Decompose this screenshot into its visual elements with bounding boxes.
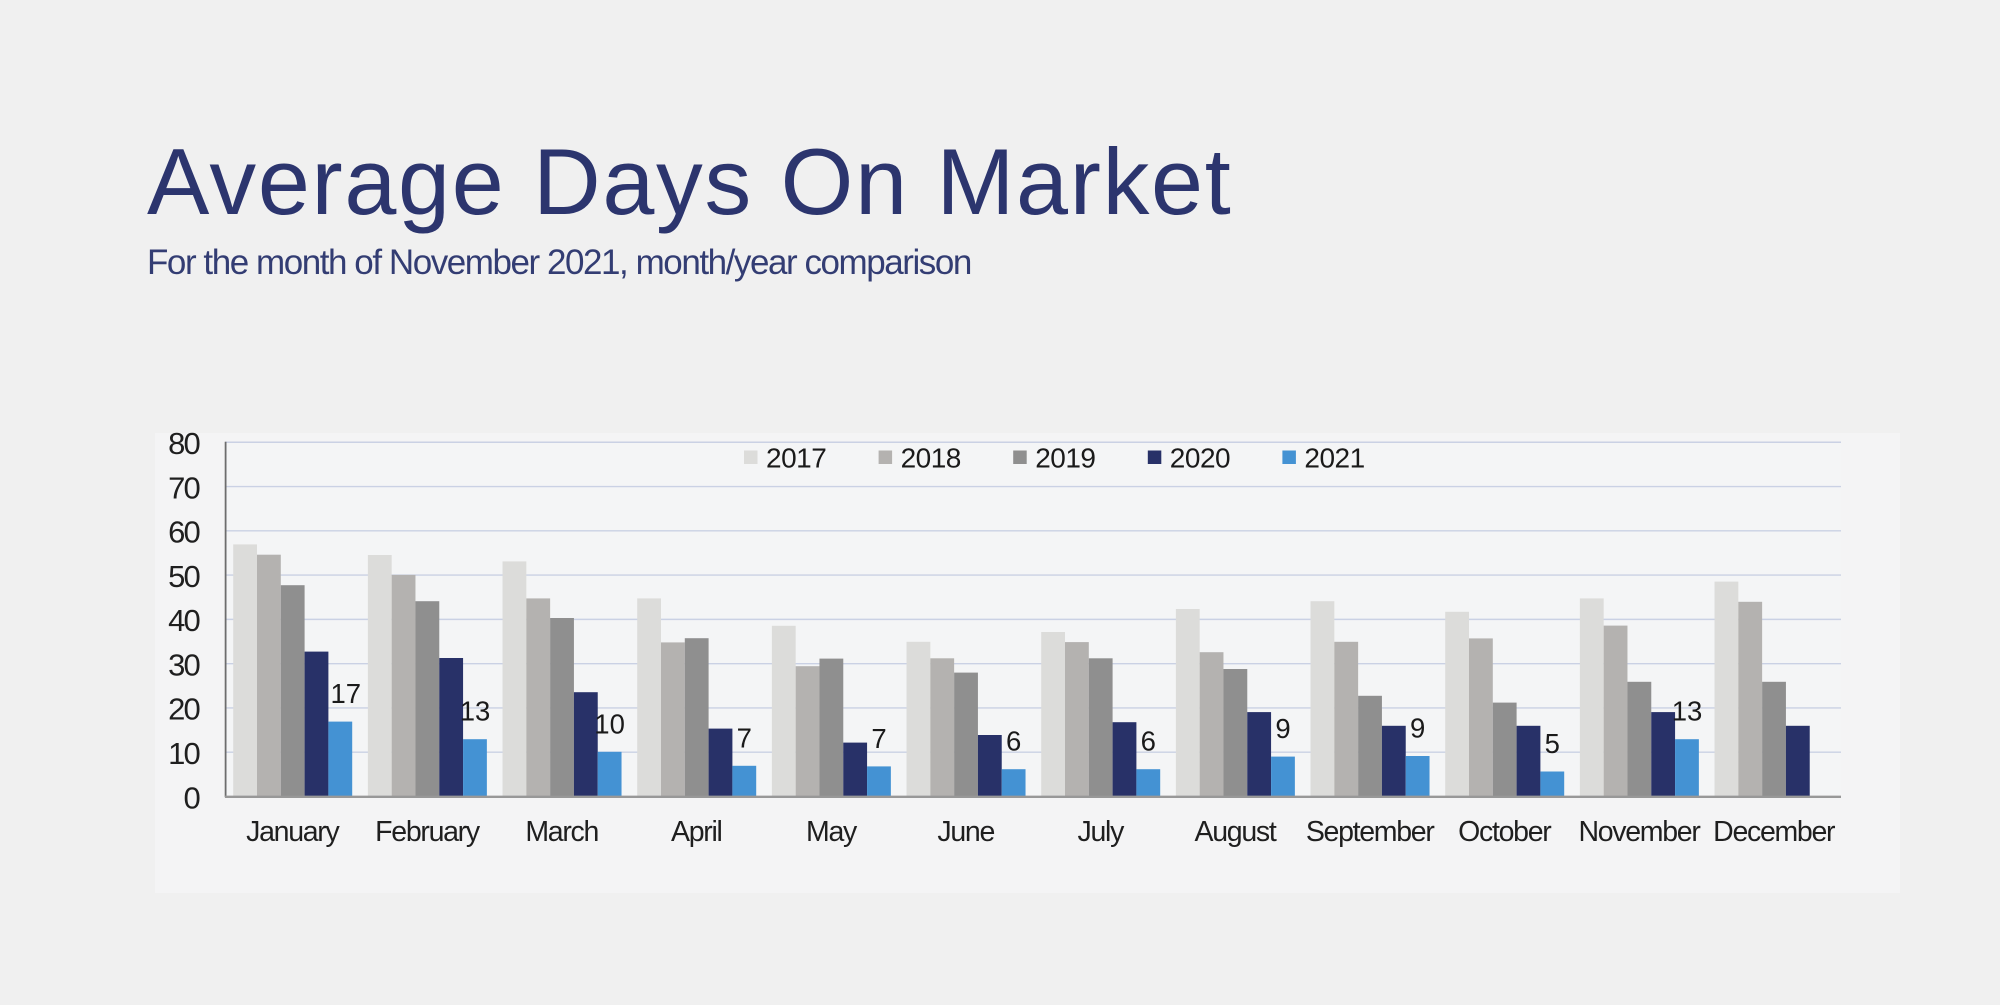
svg-text:2020: 2020 [1170, 443, 1230, 474]
svg-text:10: 10 [168, 736, 200, 771]
svg-text:9: 9 [1410, 713, 1425, 744]
svg-text:60: 60 [168, 515, 200, 550]
svg-text:13: 13 [1672, 696, 1703, 727]
svg-text:2017: 2017 [766, 443, 826, 474]
svg-text:40: 40 [168, 603, 200, 638]
svg-text:March: March [525, 816, 598, 848]
svg-text:January: January [246, 816, 340, 848]
svg-text:September: September [1306, 816, 1436, 848]
svg-text:50: 50 [168, 559, 200, 594]
svg-text:9: 9 [1275, 713, 1290, 744]
svg-text:7: 7 [737, 722, 752, 753]
svg-text:August: August [1195, 816, 1277, 848]
svg-text:February: February [375, 816, 481, 848]
svg-text:Average Days On Market: Average Days On Market [147, 129, 1232, 234]
svg-text:2021: 2021 [1304, 443, 1364, 474]
svg-text:30: 30 [168, 648, 200, 683]
svg-text:June: June [937, 816, 994, 848]
svg-text:10: 10 [594, 708, 625, 739]
svg-text:2018: 2018 [901, 443, 961, 474]
svg-text:20: 20 [168, 692, 200, 727]
svg-text:December: December [1713, 816, 1836, 848]
svg-text:0: 0 [184, 780, 201, 815]
svg-text:7: 7 [871, 723, 886, 754]
svg-text:13: 13 [460, 696, 491, 727]
svg-text:80: 80 [168, 426, 200, 461]
svg-text:5: 5 [1545, 728, 1560, 759]
svg-text:October: October [1458, 816, 1552, 848]
svg-text:2019: 2019 [1035, 443, 1095, 474]
svg-text:May: May [806, 816, 858, 848]
svg-text:For the month of November 2021: For the month of November 2021, month/ye… [147, 243, 971, 282]
svg-text:July: July [1078, 816, 1126, 848]
svg-text:17: 17 [331, 678, 362, 709]
svg-text:70: 70 [168, 470, 200, 505]
svg-text:April: April [671, 816, 722, 848]
svg-text:6: 6 [1141, 726, 1156, 757]
svg-text:6: 6 [1006, 726, 1021, 757]
svg-text:November: November [1578, 816, 1701, 848]
